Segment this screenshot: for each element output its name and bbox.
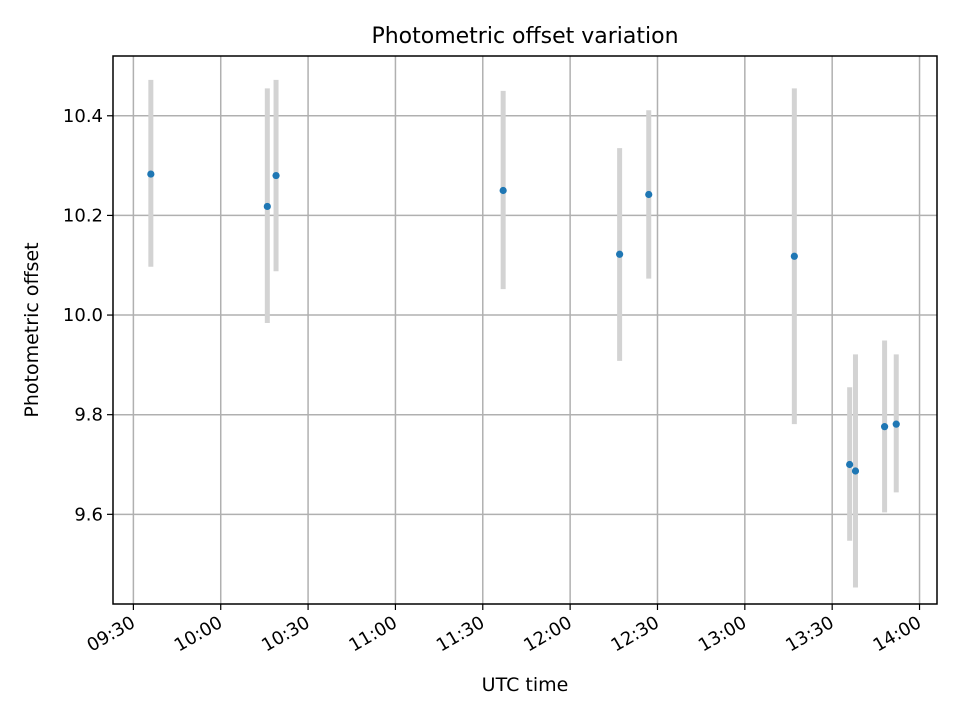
y-tick-label: 10.4 bbox=[63, 106, 103, 127]
data-point bbox=[147, 170, 155, 178]
data-point bbox=[790, 252, 798, 260]
x-tick-label: 11:00 bbox=[346, 612, 401, 656]
error-bars bbox=[148, 79, 899, 588]
data-point bbox=[616, 250, 624, 258]
data-point bbox=[499, 186, 507, 195]
data-point bbox=[880, 423, 889, 431]
x-tick-label: 11:30 bbox=[433, 612, 488, 656]
chart-title: Photometric offset variation bbox=[371, 24, 678, 49]
x-tick-label: 13:30 bbox=[782, 612, 837, 656]
y-axis-label: Photometric offset bbox=[21, 242, 43, 417]
x-axis-label: UTC time bbox=[482, 674, 569, 696]
y-tick-label: 9.6 bbox=[74, 504, 103, 525]
data-points bbox=[147, 170, 900, 475]
x-tick-label: 09:30 bbox=[83, 612, 138, 656]
x-tick-label: 10:00 bbox=[171, 612, 226, 656]
y-tick-label: 10.2 bbox=[63, 205, 103, 226]
data-point bbox=[851, 467, 860, 475]
x-tick-label: 12:30 bbox=[608, 612, 663, 656]
data-point bbox=[263, 202, 271, 211]
y-tick-label: 9.8 bbox=[74, 405, 103, 426]
data-point bbox=[645, 190, 653, 199]
data-point bbox=[846, 460, 854, 469]
x-tick-label: 12:00 bbox=[520, 612, 575, 656]
data-point bbox=[892, 420, 900, 428]
x-tick-label: 13:00 bbox=[695, 612, 750, 656]
data-point bbox=[272, 171, 280, 180]
x-tick-label: 10:30 bbox=[258, 612, 313, 656]
y-tick-label: 10.0 bbox=[63, 305, 103, 326]
plot-frame bbox=[112, 55, 938, 605]
grid bbox=[113, 56, 937, 604]
x-tick-label: 14:00 bbox=[870, 612, 925, 656]
